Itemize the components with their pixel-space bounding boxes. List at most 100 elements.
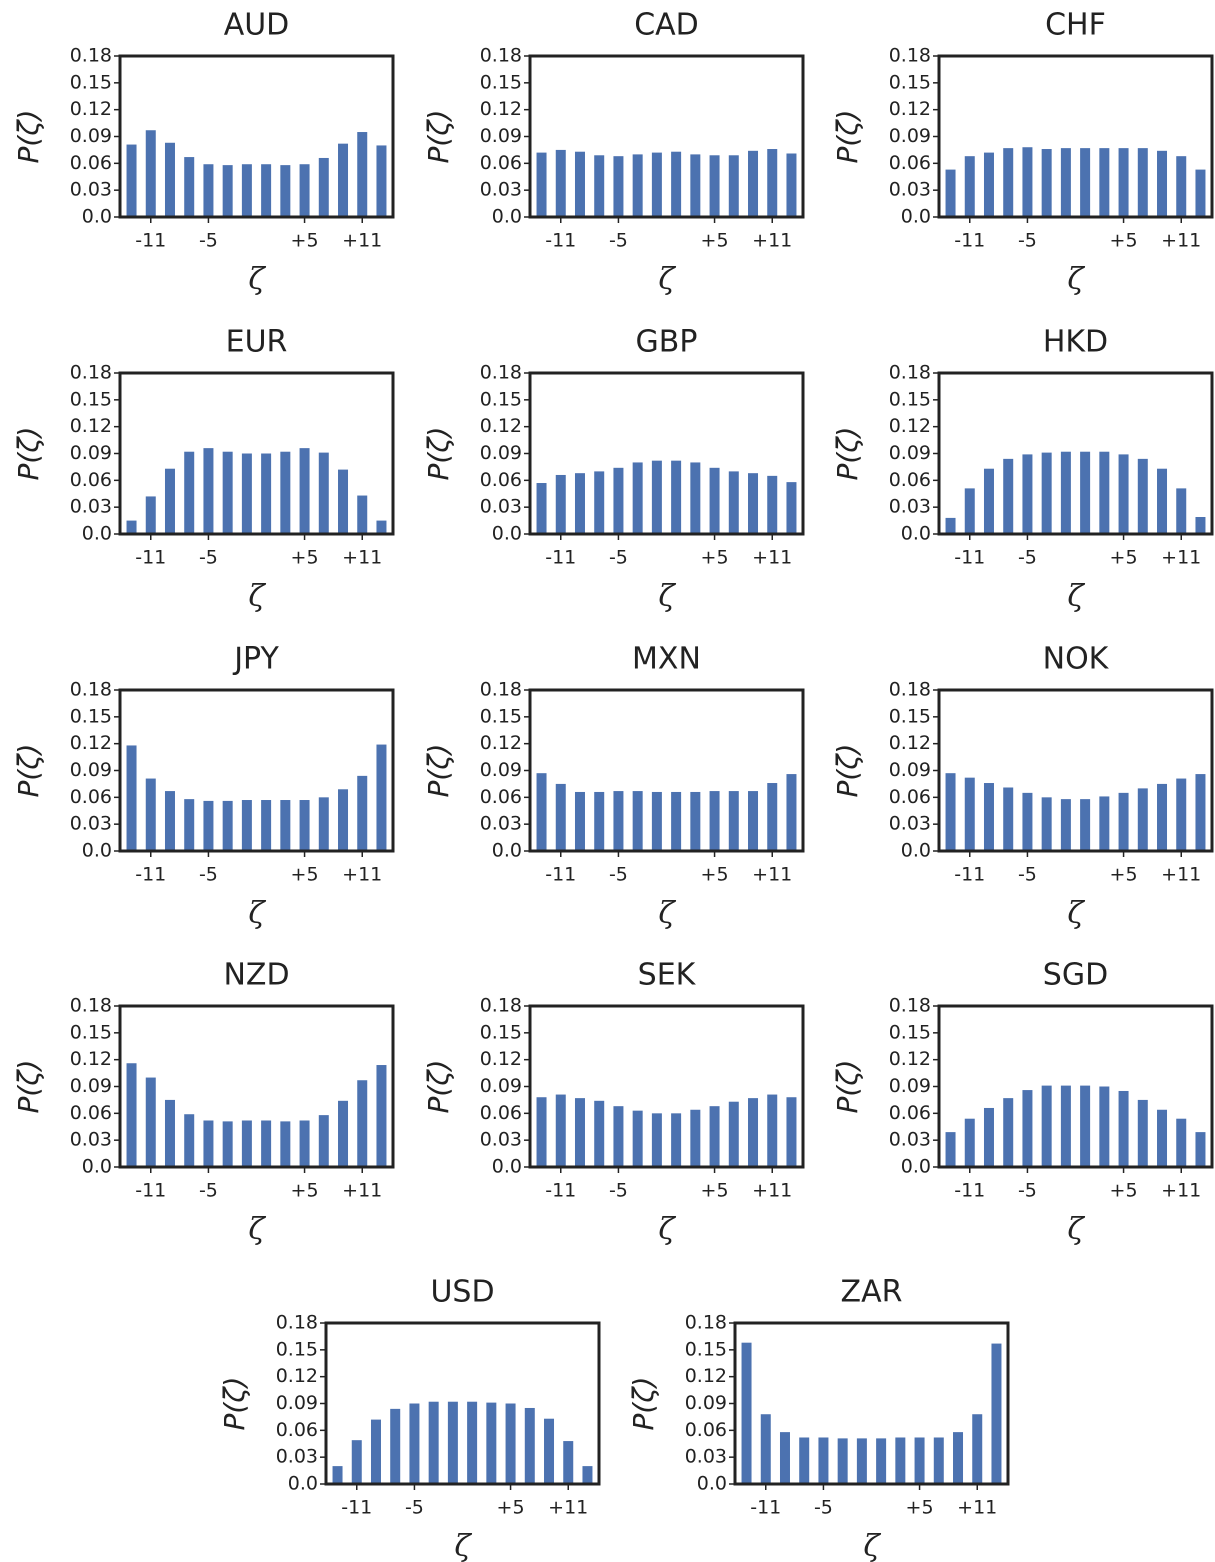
bar bbox=[126, 520, 137, 534]
bar bbox=[574, 151, 585, 217]
y-tick-label: 0.06 bbox=[889, 152, 931, 174]
y-tick-label: 0.18 bbox=[685, 1312, 727, 1334]
x-tick-label: +5 bbox=[701, 547, 729, 569]
x-axis-label: ζ bbox=[248, 896, 266, 931]
y-tick-label: 0.15 bbox=[685, 1338, 727, 1360]
y-tick-label: 0.12 bbox=[889, 732, 931, 754]
x-tick-label: +11 bbox=[342, 230, 382, 252]
x-tick-label: -11 bbox=[135, 547, 166, 569]
y-tick-label: 0.0 bbox=[82, 1156, 112, 1178]
x-tick-label: +11 bbox=[1161, 864, 1201, 886]
bar bbox=[299, 164, 310, 217]
y-tick-label: 0.18 bbox=[70, 45, 112, 67]
bar bbox=[767, 783, 778, 851]
bar bbox=[164, 791, 175, 851]
bar bbox=[428, 1401, 439, 1484]
x-tick-label: -5 bbox=[405, 1497, 424, 1519]
y-tick-label: 0.06 bbox=[70, 1102, 112, 1124]
y-tick-label: 0.15 bbox=[480, 1021, 522, 1043]
x-axis-label: ζ bbox=[1067, 262, 1085, 297]
y-tick-label: 0.15 bbox=[889, 388, 931, 410]
x-tick-label: -11 bbox=[135, 1180, 166, 1202]
x-tick-label: -5 bbox=[199, 547, 218, 569]
y-axis-label: P(ζ) bbox=[422, 427, 455, 481]
bar bbox=[983, 1107, 994, 1167]
bar bbox=[241, 164, 252, 217]
bar bbox=[594, 471, 605, 534]
bar bbox=[786, 1097, 797, 1167]
subplot: NOK 0.0 0.03 0.06 0.09 0.12 0.15 0.18 -11 -5 +5 +11… bbox=[831, 642, 1214, 931]
x-axis-label: ζ bbox=[1067, 579, 1085, 614]
bar bbox=[786, 153, 797, 217]
bar bbox=[318, 797, 329, 851]
x-axis-label: ζ bbox=[658, 579, 676, 614]
y-tick-label: 0.0 bbox=[288, 1473, 318, 1495]
bar bbox=[1176, 156, 1187, 217]
bar bbox=[1137, 148, 1148, 217]
bar bbox=[203, 448, 214, 534]
bar bbox=[164, 142, 175, 217]
y-tick-label: 0.12 bbox=[480, 415, 522, 437]
bar bbox=[767, 475, 778, 534]
axes-frame bbox=[528, 54, 805, 219]
bar bbox=[299, 1120, 310, 1167]
y-tick-label: 0.15 bbox=[480, 71, 522, 93]
bar bbox=[983, 468, 994, 534]
y-tick-label: 0.0 bbox=[82, 840, 112, 862]
bar bbox=[241, 453, 252, 534]
bar bbox=[299, 448, 310, 534]
subplot: CHF 0.0 0.03 0.06 0.09 0.12 0.15 0.18 -11 -5 +5 +11… bbox=[831, 8, 1214, 297]
y-axis-label: P(ζ) bbox=[422, 110, 455, 164]
chart-title: AUD bbox=[224, 8, 290, 43]
y-tick-label: 0.09 bbox=[480, 125, 522, 147]
y-tick-label: 0.09 bbox=[70, 1075, 112, 1097]
bar bbox=[1137, 458, 1148, 534]
y-tick-label: 0.12 bbox=[70, 98, 112, 120]
y-axis-label: P(ζ) bbox=[12, 1060, 45, 1114]
bar bbox=[145, 778, 156, 851]
y-tick-label: 0.18 bbox=[889, 995, 931, 1017]
axes-frame bbox=[528, 688, 805, 853]
bar bbox=[338, 1100, 349, 1167]
x-tick-label: -5 bbox=[814, 1497, 833, 1519]
x-tick-label: -11 bbox=[135, 864, 166, 886]
bar bbox=[222, 451, 233, 534]
x-tick-label: -5 bbox=[609, 230, 628, 252]
y-tick-label: 0.06 bbox=[276, 1419, 318, 1441]
y-tick-label: 0.12 bbox=[480, 98, 522, 120]
x-tick-label: +11 bbox=[342, 547, 382, 569]
bar bbox=[376, 145, 387, 217]
x-tick-label: +5 bbox=[1110, 547, 1138, 569]
bar bbox=[671, 460, 682, 534]
bar bbox=[964, 488, 975, 534]
x-tick-label: +5 bbox=[1110, 230, 1138, 252]
axes-frame bbox=[118, 688, 395, 853]
bar bbox=[299, 800, 310, 851]
bar bbox=[728, 1101, 739, 1167]
bar bbox=[280, 1121, 291, 1167]
bar bbox=[895, 1437, 906, 1484]
y-tick-label: 0.06 bbox=[889, 786, 931, 808]
y-tick-label: 0.12 bbox=[480, 1048, 522, 1070]
bar bbox=[1195, 1132, 1206, 1167]
x-tick-label: +5 bbox=[701, 230, 729, 252]
bar bbox=[1195, 774, 1206, 851]
y-tick-label: 0.06 bbox=[70, 152, 112, 174]
bar bbox=[1022, 792, 1033, 851]
axes-frame bbox=[937, 371, 1214, 536]
bar bbox=[972, 1414, 983, 1484]
y-tick-label: 0.03 bbox=[889, 813, 931, 835]
y-axis-label: P(ζ) bbox=[831, 110, 864, 164]
chart-title: HKD bbox=[1043, 325, 1108, 360]
bar bbox=[409, 1403, 420, 1484]
bar bbox=[651, 791, 662, 851]
x-tick-label: +5 bbox=[291, 230, 319, 252]
bar bbox=[164, 468, 175, 534]
y-tick-label: 0.18 bbox=[889, 679, 931, 701]
bar bbox=[690, 154, 701, 217]
bar bbox=[145, 496, 156, 534]
x-tick-label: -5 bbox=[1018, 1180, 1037, 1202]
bar bbox=[184, 1114, 195, 1167]
bar bbox=[1099, 1086, 1110, 1167]
bar bbox=[964, 1118, 975, 1167]
